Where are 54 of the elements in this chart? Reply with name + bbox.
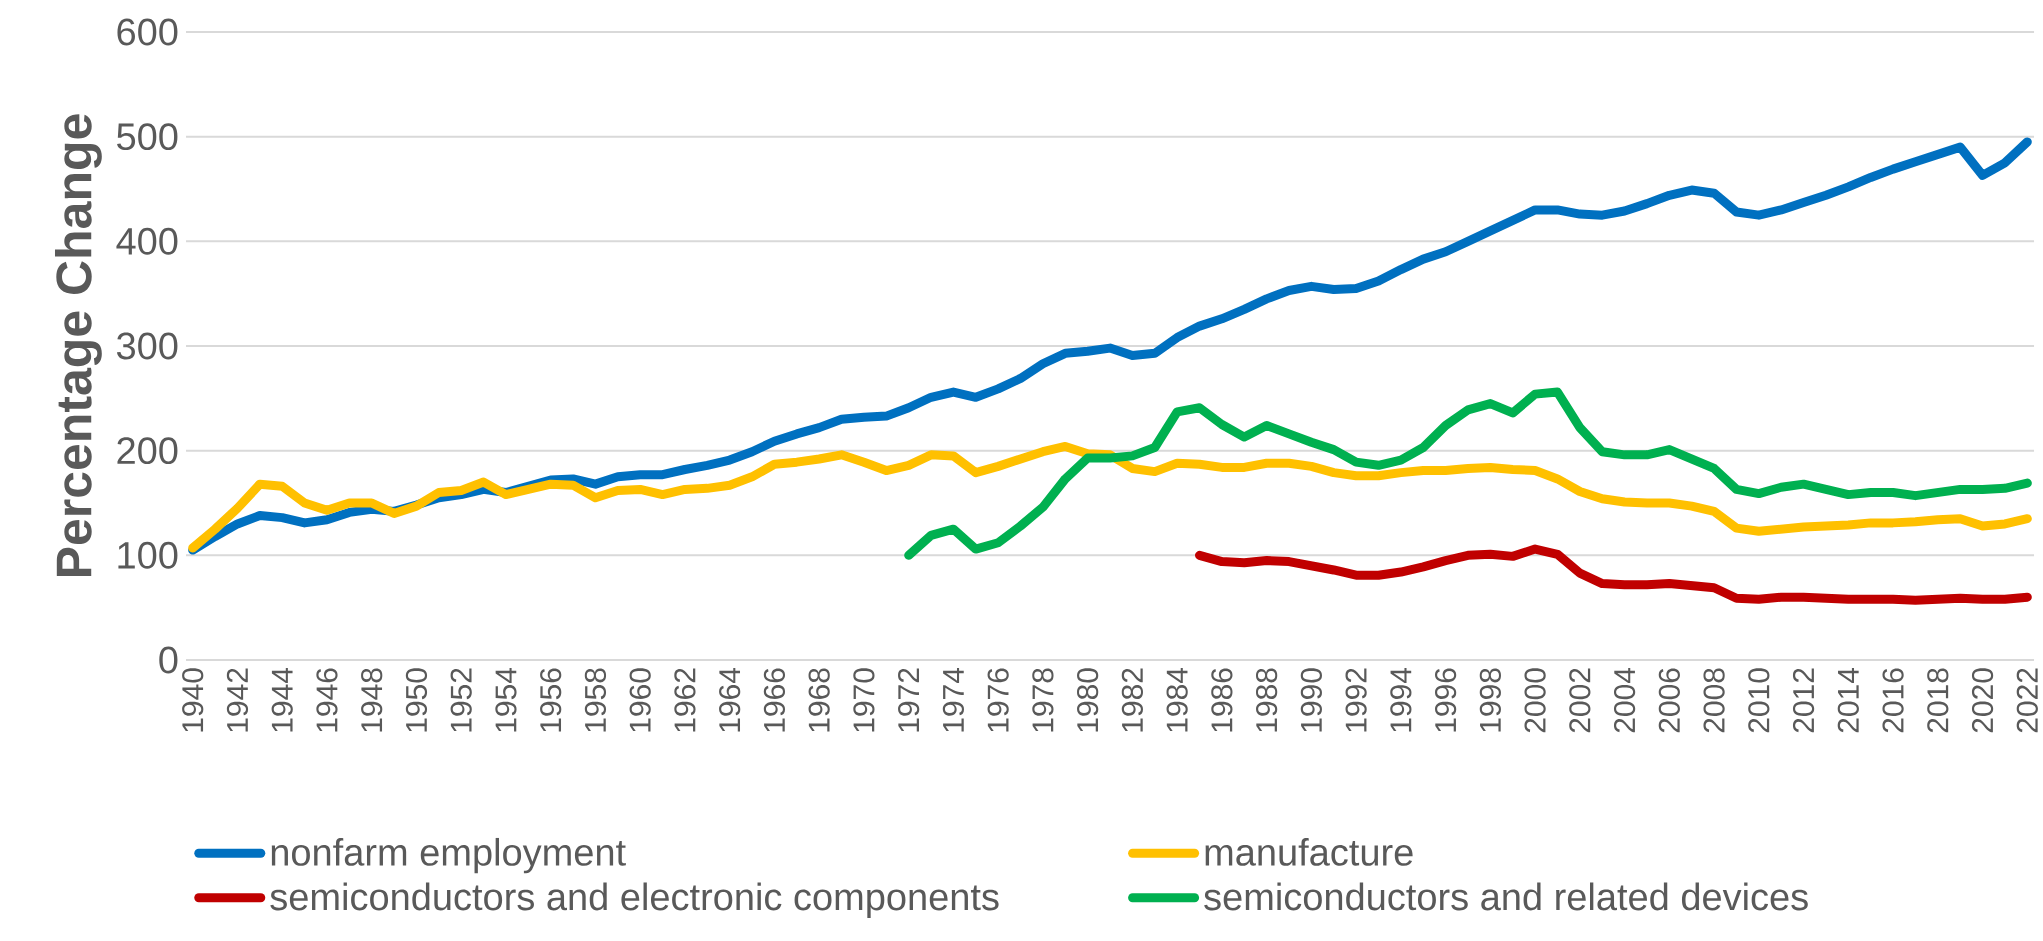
x-tick-label: 1978	[1032, 668, 1054, 732]
x-tick-label: 1940	[182, 668, 204, 732]
x-tick-label: 2014	[1837, 667, 1859, 733]
x-tick-label: 1954	[495, 667, 517, 732]
x-tick-label: 2004	[1613, 667, 1636, 733]
x-tick-label: 2022	[2016, 668, 2038, 733]
x-tick-label: 1992	[1345, 668, 1367, 732]
legend-label: semiconductors and electronic components	[270, 882, 999, 918]
x-tick-label: 1966	[763, 668, 786, 732]
x-tick-label: 2008	[1703, 668, 1725, 733]
x-tick-label: 1944	[271, 667, 293, 732]
x-tick-label: 2002	[1569, 668, 1591, 733]
y-tick-label: 400	[116, 227, 178, 255]
legend-label: manufacture	[1205, 837, 1413, 866]
x-tick-label: 2012	[1792, 668, 1815, 733]
x-tick-label: 1974	[942, 667, 965, 732]
x-tick-label: 2016	[1882, 668, 1904, 733]
x-tick-label: 1952	[450, 668, 472, 732]
y-axis-title: Percentage Change	[54, 114, 102, 577]
x-tick-label: 1990	[1300, 668, 1322, 732]
y-tick-label: 0	[159, 646, 178, 674]
x-tick-label: 2018	[1927, 668, 1949, 733]
x-tick-label: 1942	[226, 668, 249, 732]
x-tick-label: 2000	[1524, 668, 1546, 733]
x-tick-label: 1984	[1166, 667, 1188, 732]
x-tick-label: 2020	[1971, 668, 1994, 733]
x-tick-label: 1946	[316, 668, 338, 732]
x-tick-label: 1960	[629, 668, 651, 732]
y-tick-label: 200	[117, 437, 178, 465]
x-tick-label: 1958	[584, 668, 607, 732]
x-tick-label: 1986	[1211, 668, 1233, 732]
x-tick-label: 2006	[1658, 668, 1680, 733]
x-tick-label: 1950	[405, 668, 428, 732]
x-tick-label: 1980	[1077, 668, 1099, 732]
x-tick-label: 1996	[1434, 668, 1457, 732]
y-tick-label: 300	[116, 332, 178, 360]
x-tick-label: 1956	[540, 668, 562, 732]
y-tick-label: 500	[117, 123, 178, 151]
x-tick-label: 1982	[1121, 668, 1143, 732]
legend-label: semiconductors and related devices	[1204, 882, 1808, 911]
x-tick-label: 1972	[898, 668, 920, 732]
y-tick-label: 600	[117, 18, 178, 46]
x-tick-label: 1970	[853, 668, 875, 732]
x-tick-label: 1948	[361, 668, 383, 732]
x-tick-label: 2010	[1748, 668, 1770, 733]
x-tick-label: 1964	[719, 667, 741, 732]
x-tick-label: 1976	[987, 668, 1009, 732]
x-tick-label: 1968	[808, 668, 830, 732]
x-tick-label: 1994	[1390, 667, 1412, 732]
legend-label: nonfarm employment	[271, 837, 626, 874]
x-tick-label: 1998	[1479, 668, 1501, 732]
x-tick-label: 1988	[1256, 668, 1278, 732]
x-tick-label: 1962	[674, 668, 696, 732]
y-tick-label: 100	[118, 541, 178, 569]
